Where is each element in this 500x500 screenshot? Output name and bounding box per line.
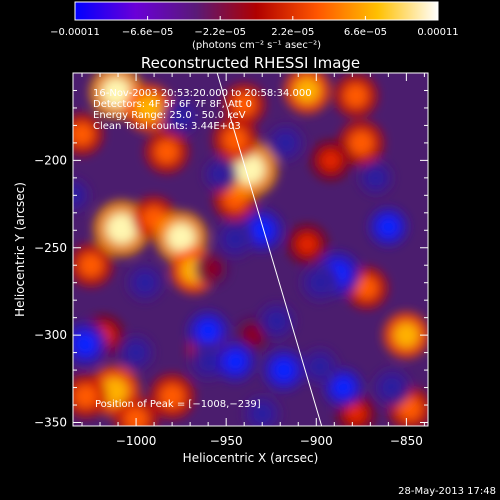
emission-core (73, 122, 94, 146)
x-tick-label: −900 (300, 434, 333, 448)
negative-core (272, 358, 296, 382)
emission-core (355, 276, 379, 300)
x-tick-label: −850 (390, 434, 423, 448)
heatmap-image (73, 73, 428, 426)
negative-core (366, 168, 385, 188)
y-tick-label: −350 (34, 416, 67, 430)
negative-core (171, 106, 192, 127)
negative-core (197, 350, 219, 372)
negative-core (211, 165, 231, 184)
emission-core (345, 402, 367, 425)
emission-core (343, 83, 368, 108)
chart-title: Reconstructed RHESSI Image (141, 54, 360, 72)
emission-core (124, 407, 149, 426)
x-axis-label: Heliocentric X (arcsec) (183, 451, 319, 465)
negative-core (73, 186, 83, 205)
emission-core (393, 322, 420, 348)
emission-core (398, 396, 422, 421)
emission-core (202, 259, 221, 278)
y-tick-label: −250 (34, 241, 67, 255)
info-line: Energy Range: 25.0 - 50.0 keV (93, 110, 246, 121)
negative-core (224, 350, 247, 373)
negative-core (381, 377, 403, 398)
plot-area (72, 72, 429, 427)
emission-core (154, 139, 179, 164)
emission-core (296, 233, 319, 256)
solar-limb-line (216, 73, 323, 426)
colorbar-tick-label: 6.6e−05 (344, 27, 387, 38)
negative-core (252, 403, 273, 424)
x-tick-label: −950 (210, 434, 243, 448)
negative-core (250, 218, 274, 242)
negative-core (275, 132, 296, 153)
negative-core (73, 331, 98, 356)
emission-core (73, 384, 98, 409)
negative-core (309, 356, 330, 377)
peak-position-label: Position of Peak = [−1008,−239] (95, 399, 261, 410)
colorbar-tick-label: −6.6e−05 (122, 27, 174, 38)
info-line: Detectors: 4F 5F 6F 7F 8F, Att 0 (93, 99, 252, 110)
info-block: 16-Nov-2003 20:53:20.000 to 20:58:34.000… (93, 88, 312, 132)
negative-core (309, 272, 331, 294)
colorbar-tick-label: 2.2e−05 (271, 27, 314, 38)
emission-core (319, 149, 342, 172)
y-axis-ticks: −200 −250 −300 −350 (34, 89, 428, 430)
emission-core (294, 77, 320, 104)
x-axis-ticks: −1000 −950 −900 −850 (81, 73, 425, 448)
info-line: 16-Nov-2003 20:53:20.000 to 20:58:34.000 (93, 88, 312, 99)
emission-core (135, 94, 162, 122)
y-tick-label: −200 (34, 153, 67, 167)
emission-core (79, 253, 103, 278)
negative-core (266, 311, 287, 332)
y-axis-label: Heliocentric Y (arcsec) (13, 182, 27, 317)
emission-core (243, 325, 264, 346)
negative-core (224, 228, 246, 250)
colorbar-unit-label: (photons cm⁻² s⁻¹ asec⁻²) (192, 40, 321, 51)
emission-core (166, 223, 196, 252)
emission-core (106, 213, 138, 244)
colorbar-tick-label: −0.00011 (50, 27, 100, 38)
emission-core (349, 130, 374, 156)
x-tick-label: −1000 (116, 434, 157, 448)
colorbar-tick-label: −2.2e−05 (194, 27, 246, 38)
negative-core (135, 272, 156, 293)
colorbar-tick-label: 0.00011 (417, 27, 458, 38)
emission-core (159, 383, 185, 409)
plot-frame (72, 72, 429, 427)
emission-core (234, 153, 265, 185)
colorbar-ticks: −0.00011 −6.6e−05 −2.2e−05 2.2e−05 6.6e−05 0.… (50, 16, 459, 38)
footer-timestamp: 28-May-2013 17:48 (398, 486, 496, 497)
colorbar-gradient (74, 1, 439, 21)
negative-core (377, 216, 400, 238)
emission-core (100, 377, 129, 405)
negative-core (196, 320, 220, 344)
negative-core (126, 342, 146, 363)
emission-core (101, 77, 131, 107)
y-tick-label: −300 (34, 328, 67, 342)
emission-core (232, 92, 256, 117)
negative-core (332, 376, 355, 399)
emission-core (222, 127, 248, 152)
colorbar: −0.00011 −6.6e−05 −2.2e−05 2.2e−05 6.6e−05 0.… (50, 1, 459, 51)
info-line: Clean Total counts: 3.44E+03 (93, 121, 241, 132)
